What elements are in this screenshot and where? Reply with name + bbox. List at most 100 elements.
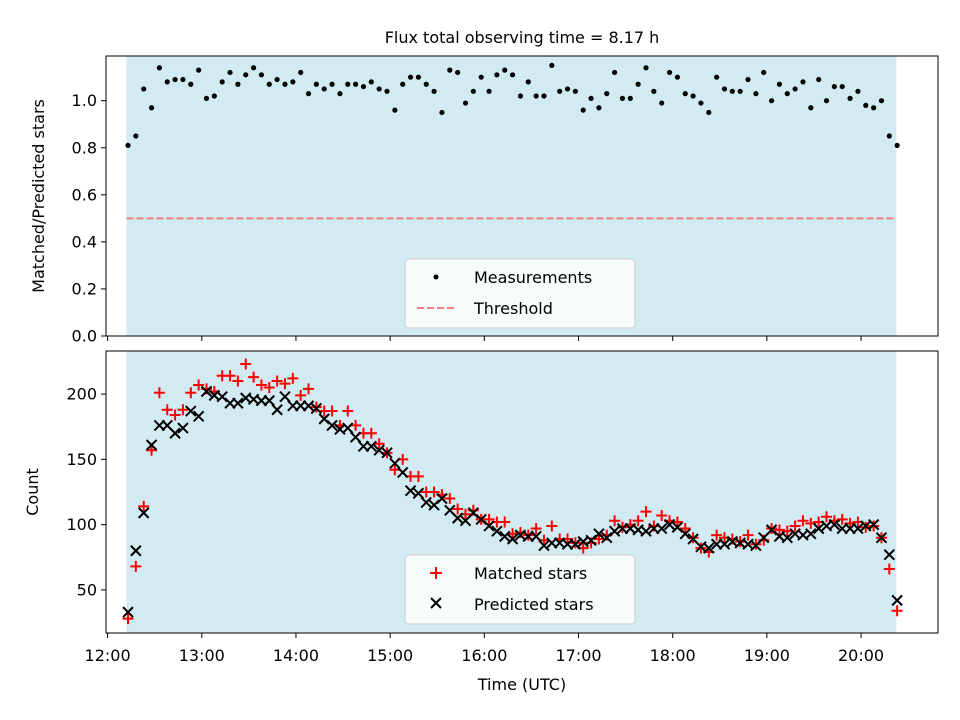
predicted-star-point xyxy=(412,487,425,500)
matched-star-point xyxy=(883,563,895,575)
ratio-panel: 0.0 0.2 0.4 0.6 0.8 1.0 Matched/Predicted sta… xyxy=(29,55,939,346)
predicted-star-point xyxy=(805,528,817,540)
y-tick-label: 1.0 xyxy=(72,91,97,110)
legend-predicted-marker xyxy=(430,597,442,609)
predicted-star-point xyxy=(326,419,338,432)
measurement-point xyxy=(557,88,563,94)
matched-star-point xyxy=(593,533,605,545)
matched-star-point xyxy=(452,503,464,515)
measurement-point xyxy=(415,74,422,80)
measurement-point xyxy=(455,69,461,76)
ratio-legend-box xyxy=(404,258,636,329)
predicted-star-point xyxy=(812,522,825,535)
measurement-point xyxy=(133,133,139,139)
matched-star-point xyxy=(146,444,158,456)
measurement-point xyxy=(188,81,194,87)
measurement-point xyxy=(148,105,155,111)
predicted-star-point xyxy=(875,531,888,544)
x-tick-label: 15:00 xyxy=(367,646,413,665)
measurement-point xyxy=(800,79,806,85)
predicted-star-point xyxy=(349,431,362,443)
matched-star-point xyxy=(711,529,723,541)
measurement-point xyxy=(580,107,586,113)
measurement-point xyxy=(478,74,484,80)
measurement-point xyxy=(572,88,578,94)
measurement-point xyxy=(619,95,626,101)
measurement-point xyxy=(721,86,728,92)
predicted-star-point xyxy=(192,410,205,422)
predicted-star-point xyxy=(569,538,582,550)
predicted-star-point xyxy=(703,542,715,554)
matched-star-point xyxy=(365,427,377,439)
measurement-point xyxy=(682,91,688,97)
predicted-star-point xyxy=(436,492,448,505)
count-y-axis-label: Count xyxy=(23,468,42,516)
measurement-point xyxy=(172,76,178,83)
measurement-point xyxy=(839,83,845,90)
measurement-point xyxy=(290,79,296,85)
measurement-point xyxy=(313,81,319,87)
count-legend-box xyxy=(404,554,636,625)
matched-star-point xyxy=(483,513,495,525)
count-legend: Matched stars Predicted stars xyxy=(404,554,636,625)
matched-star-point xyxy=(671,516,683,528)
predicted-star-point xyxy=(451,512,464,524)
matched-star-point xyxy=(412,470,424,482)
predicted-star-point xyxy=(593,528,605,540)
measurement-point xyxy=(666,69,673,76)
measurement-point xyxy=(541,93,547,99)
measurement-point xyxy=(894,142,900,149)
matched-star-point xyxy=(169,409,181,421)
predicted-star-point xyxy=(342,422,354,434)
matched-stars-series xyxy=(122,358,903,625)
matched-star-point xyxy=(161,404,173,416)
measurement-point xyxy=(305,91,312,97)
ratio-y-ticks: 0.0 0.2 0.4 0.6 0.8 1.0 xyxy=(72,91,106,346)
measurement-point xyxy=(384,88,390,94)
matched-star-point xyxy=(130,560,142,572)
matched-star-point xyxy=(153,387,165,399)
ratio-y-axis-label: Matched/Predicted stars xyxy=(29,99,48,293)
measurement-point xyxy=(298,69,304,76)
measurement-point xyxy=(816,76,822,83)
predicted-star-point xyxy=(169,427,181,439)
predicted-star-point xyxy=(663,518,676,531)
predicted-star-point xyxy=(200,385,213,398)
predicted-star-point xyxy=(679,528,691,540)
predicted-star-point xyxy=(185,405,197,417)
count-plot-frame xyxy=(105,350,939,634)
predicted-star-point xyxy=(420,496,432,509)
measurement-point xyxy=(737,88,743,94)
measurement-point xyxy=(674,74,680,80)
measurement-point xyxy=(871,105,877,111)
x-axis-label: Time (UTC) xyxy=(477,675,566,694)
matched-star-point xyxy=(656,510,668,521)
predicted-star-point xyxy=(279,390,291,403)
measurement-point xyxy=(753,91,759,97)
measurement-point xyxy=(282,81,288,87)
measurement-point xyxy=(643,65,649,71)
predicted-star-point xyxy=(499,530,511,543)
predicted-star-point xyxy=(137,507,150,519)
legend-threshold-label: Threshold xyxy=(473,299,553,318)
measurement-point xyxy=(376,86,382,92)
measurement-point xyxy=(258,72,265,78)
x-tick-label: 16:00 xyxy=(461,646,507,665)
predicted-star-point xyxy=(506,533,519,545)
ratio-x-ticks xyxy=(107,336,862,341)
legend-measurements-marker xyxy=(433,274,439,280)
predicted-stars-series xyxy=(122,385,903,618)
matched-star-point xyxy=(240,358,252,370)
measurement-point xyxy=(211,93,217,99)
predicted-star-point xyxy=(263,394,275,407)
measurement-point xyxy=(494,72,500,78)
measurement-point xyxy=(392,107,398,113)
measurement-point xyxy=(525,79,531,85)
y-tick-label: 200 xyxy=(66,385,97,404)
measurement-point xyxy=(588,95,594,101)
measurement-point xyxy=(203,95,210,101)
measurement-point xyxy=(761,69,767,76)
matched-star-point xyxy=(122,613,134,625)
matched-star-point xyxy=(797,515,809,527)
measurement-point xyxy=(604,91,610,97)
